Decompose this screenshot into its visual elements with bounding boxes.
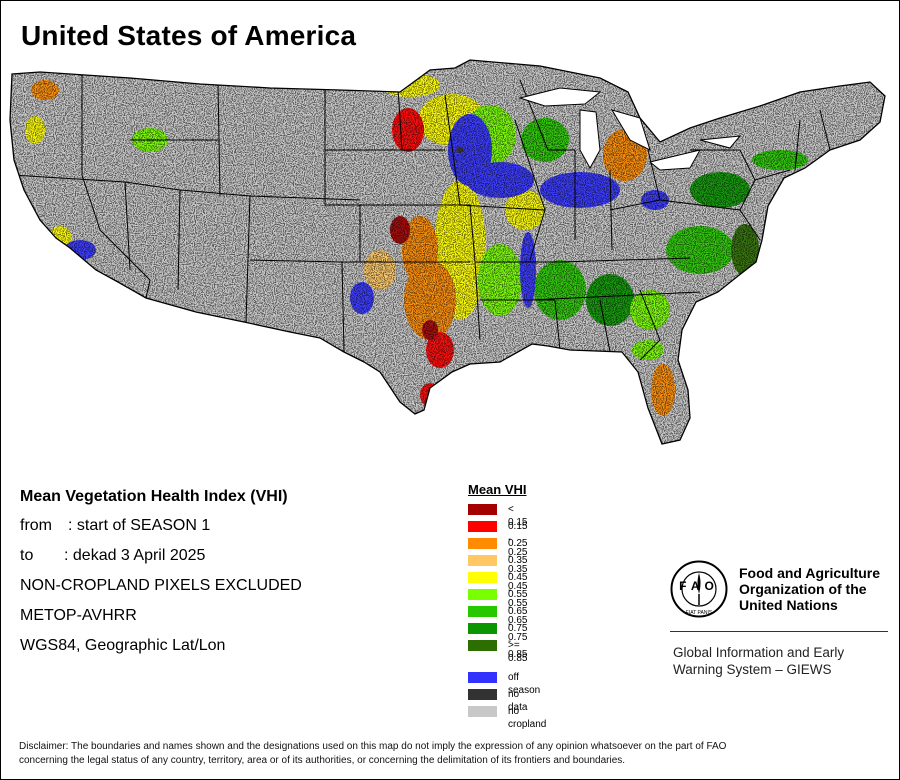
projection-info: WGS84, Geographic Lat/Lon (20, 637, 226, 654)
vhi-legend: Mean VHI < 0.15 0.15 - 0.25 0.25 - 0.35 0.3… (468, 482, 546, 730)
legend-special-swatch (468, 689, 497, 700)
fao-org-name: Food and Agriculture Organization of the… (739, 565, 900, 613)
us-outline (9, 59, 886, 445)
legend-class-swatch (468, 589, 497, 600)
legend-class-swatch (468, 521, 497, 532)
org-line-2: Organization of the (739, 581, 867, 597)
legend-special-swatch (468, 672, 497, 683)
legend-class-label: 0.25 - 0.35 (508, 538, 528, 575)
legend-class-label: 0.45 - 0.55 (508, 572, 528, 609)
mask-note: NON-CROPLAND PIXELS EXCLUDED (20, 577, 302, 594)
logo-divider (670, 631, 888, 632)
legend-class-item: >= 0.85 (468, 639, 527, 664)
fao-emblem-icon: FAO FIAT PANIS (670, 560, 728, 618)
disclaimer: Disclaimer: The boundaries and names sho… (19, 740, 889, 768)
legend-class-swatch (468, 606, 497, 617)
fao-emblem-motto: FIAT PANIS (686, 610, 713, 616)
great-lakes (518, 87, 742, 171)
legend-class-label: 0.75 - 0.85 (508, 623, 528, 660)
legend-class-item: 0.75 - 0.85 (468, 622, 527, 660)
legend-special-item: no cropland (468, 705, 546, 730)
legend-class-swatch (468, 640, 497, 651)
giews-line-2: Warning System – GIEWS (673, 662, 832, 677)
legend-class-label: 0.55 - 0.65 (508, 589, 528, 626)
legend-class-swatch (468, 572, 497, 583)
legend-class-item: < 0.15 (468, 503, 527, 528)
legend-class-item: 0.45 - 0.55 (468, 571, 527, 609)
to-value: : dekad 3 April 2025 (64, 547, 206, 564)
legend-class-label: < 0.15 (508, 504, 528, 528)
state-boundaries (11, 72, 831, 361)
period-to: to : dekad 3 April 2025 (20, 548, 302, 572)
legend-class-item: 0.65 - 0.75 (468, 605, 527, 643)
map-title: United States of America (21, 20, 357, 51)
legend-class-item: 0.15 - 0.25 (468, 520, 527, 558)
legend-class-item: 0.35 - 0.45 (468, 554, 527, 592)
legend-class-label: >= 0.85 (508, 640, 528, 664)
to-label: to (20, 547, 34, 564)
legend-special-label: no data (508, 689, 528, 713)
org-line-1: Food and Agriculture (739, 565, 881, 581)
disclaimer-line-2: concerning the legal status of any count… (19, 755, 626, 766)
legend-special-item: off season (468, 671, 540, 696)
from-label: from (20, 517, 52, 534)
legend-special: off season no data no cropland (468, 671, 546, 730)
map-info-block: Mean Vegetation Health Index (VHI) from:… (20, 488, 302, 668)
legend-class-swatch (468, 623, 497, 634)
legend-classes: < 0.15 0.15 - 0.25 0.25 - 0.35 0.35 - 0.45 0… (468, 503, 527, 664)
legend-special-label: off season (508, 672, 541, 696)
legend-class-label: 0.65 - 0.75 (508, 606, 528, 643)
from-value: : start of SEASON 1 (68, 517, 211, 534)
legend-class-item: 0.55 - 0.65 (468, 588, 527, 626)
sensor-name: METOP-AVHRR (20, 607, 137, 624)
disclaimer-line-1: Disclaimer: The boundaries and names sho… (19, 741, 727, 752)
giews-line-1: Global Information and Early (673, 645, 845, 660)
legend-title: Mean VHI (468, 482, 527, 497)
legend-class-label: 0.15 - 0.25 (508, 521, 528, 558)
legend-special-item: no data (468, 688, 527, 713)
fao-emblem-letters: FAO (679, 579, 719, 593)
legend-class-swatch (468, 504, 497, 515)
index-heading: Mean Vegetation Health Index (VHI) (20, 488, 288, 505)
period-from: from : start of SEASON 1 (20, 518, 302, 542)
giews-name: Global Information and Early Warning Sys… (673, 644, 888, 678)
legend-special-label: no cropland (508, 706, 547, 730)
legend-class-label: 0.35 - 0.45 (508, 555, 528, 592)
org-line-3: United Nations (739, 597, 838, 613)
legend-class-swatch (468, 555, 497, 566)
vhi-map (9, 59, 886, 445)
legend-class-item: 0.25 - 0.35 (468, 537, 527, 575)
legend-special-swatch (468, 706, 497, 717)
legend-class-swatch (468, 538, 497, 549)
